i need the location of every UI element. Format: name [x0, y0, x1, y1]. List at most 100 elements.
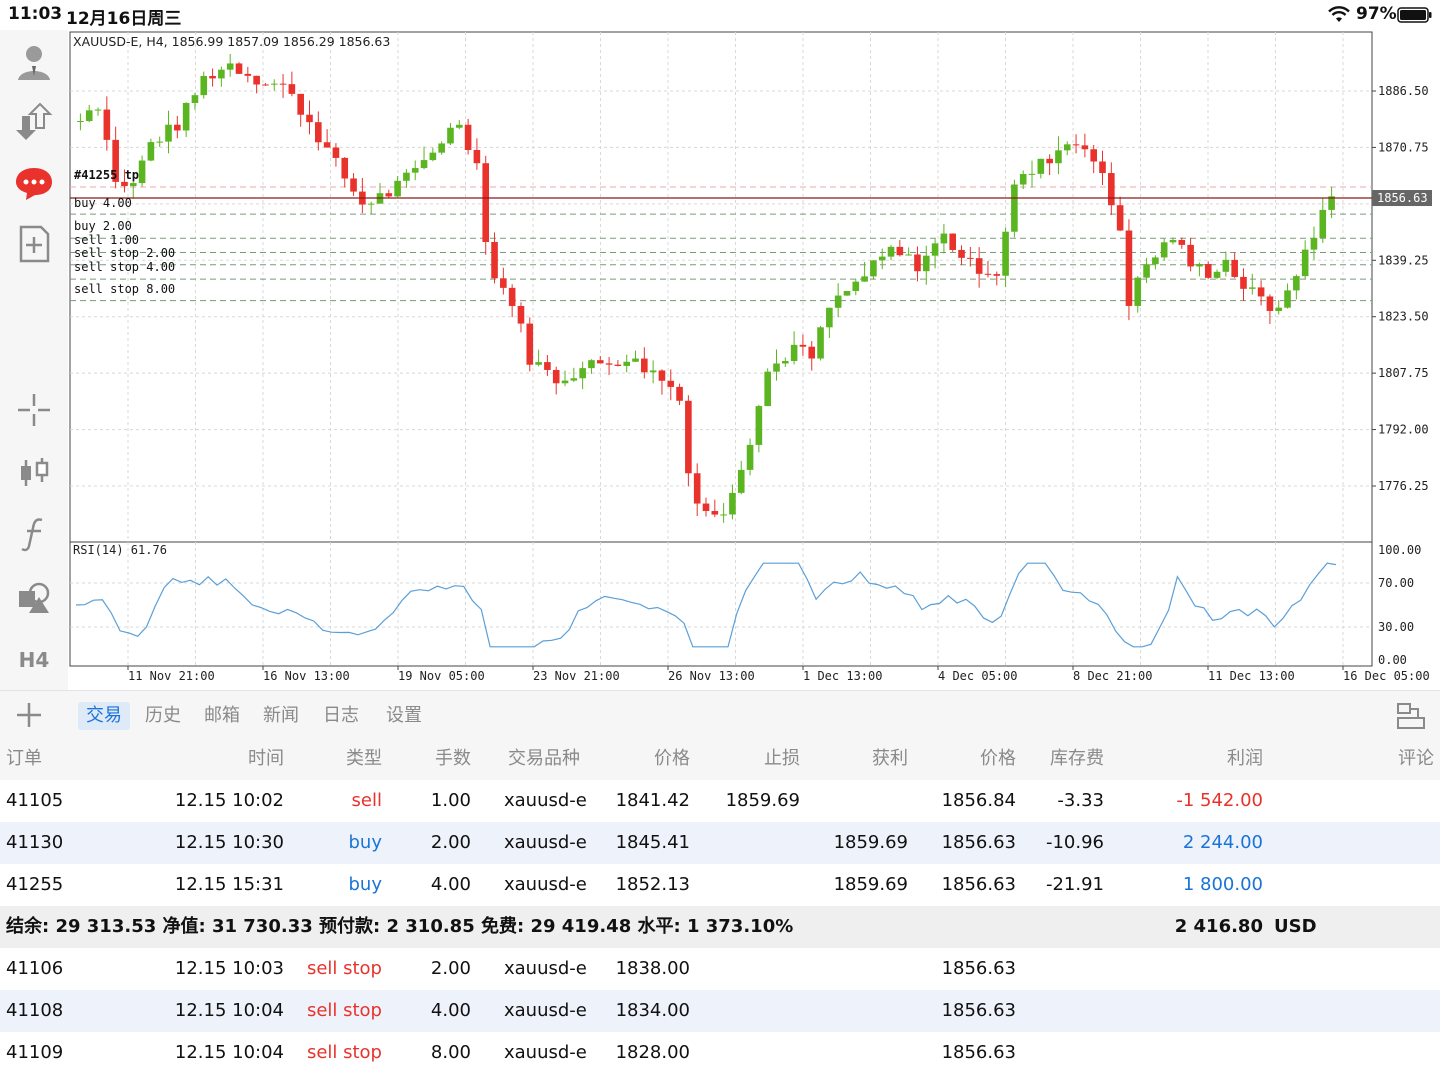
candle-body	[403, 172, 410, 181]
col-lots[interactable]: 手数	[435, 748, 471, 769]
col-comment[interactable]: 评论	[1398, 748, 1434, 769]
candle-body	[685, 400, 692, 474]
chart-canvas[interactable]: 1886.50 1870.75 1839.25 1823.50 1807.75 1792.…	[68, 30, 1440, 690]
candle-body	[808, 346, 816, 359]
candle-body	[438, 143, 445, 153]
col-symbol[interactable]: 交易品种	[508, 748, 580, 769]
current-price-label: 1856.63	[1377, 191, 1428, 205]
candle-body	[1046, 158, 1053, 164]
tab-trade[interactable]: 交易	[78, 702, 130, 730]
order-price: 1834.00	[615, 1000, 690, 1021]
messages-button[interactable]	[10, 158, 58, 206]
position-row[interactable]: 41130 12.15 10:30 buy 2.00 xauusd-e 1845…	[0, 822, 1440, 864]
objects-button[interactable]	[10, 574, 58, 622]
tab-mailbox[interactable]: 邮箱	[204, 705, 240, 726]
col-current-price[interactable]: 价格	[980, 748, 1016, 769]
col-profit[interactable]: 利润	[1227, 748, 1263, 769]
candle-body	[878, 256, 886, 261]
candle-body	[782, 360, 789, 364]
candle-body	[693, 473, 701, 504]
order-tp: 1859.69	[833, 832, 908, 853]
chart-type-button[interactable]	[10, 448, 58, 496]
candle-body	[1319, 209, 1327, 238]
order-current-price: 1856.84	[941, 790, 1016, 811]
candle-body	[1231, 259, 1238, 277]
candle-body	[1248, 287, 1256, 289]
candle-body	[914, 254, 921, 272]
candle-body	[1108, 173, 1115, 206]
candle-body	[1266, 296, 1274, 311]
candle-body	[1081, 145, 1089, 150]
order-type: sell stop	[306, 1042, 382, 1063]
order-symbol: xauusd-e	[504, 958, 587, 979]
candle-body	[588, 360, 595, 369]
col-sl[interactable]: 止损	[764, 748, 800, 769]
candle-body	[764, 371, 771, 407]
date-axis-label: 16 Nov 13:00	[263, 669, 350, 683]
candle-body	[535, 362, 542, 365]
new-order-icon	[19, 225, 50, 263]
transfer-icon	[16, 102, 53, 140]
terminal-tabs: 交易 历史 邮箱 新闻 日志 设置	[0, 690, 1440, 738]
order-price: 1852.13	[615, 874, 690, 895]
candle-body	[411, 168, 419, 173]
order-line-label: buy 2.00	[74, 219, 132, 233]
candle-body	[323, 142, 331, 148]
tab-journal[interactable]: 日志	[323, 705, 359, 726]
col-order[interactable]: 订单	[6, 748, 42, 769]
candle-body	[922, 255, 930, 272]
date: 12月16日周三	[66, 9, 182, 29]
candle-body	[1002, 231, 1009, 276]
order-symbol: xauusd-e	[504, 1042, 587, 1063]
candle-body	[367, 203, 375, 205]
left-toolbar: H4	[0, 30, 68, 690]
rsi-plot-frame	[69, 541, 1373, 667]
indicators-button[interactable]	[10, 510, 58, 558]
col-time[interactable]: 时间	[248, 748, 284, 769]
crosshair-icon	[18, 394, 50, 426]
candle-body	[129, 183, 137, 187]
col-price[interactable]: 价格	[654, 748, 690, 769]
pending-order-row[interactable]: 41106 12.15 10:03 sell stop 2.00 xauusd-…	[0, 948, 1440, 990]
add-icon[interactable]	[14, 700, 44, 730]
new-order-button[interactable]	[10, 220, 58, 268]
pending-order-row[interactable]: 41109 12.15 10:04 sell stop 8.00 xauusd-…	[0, 1032, 1440, 1074]
candle-body	[1099, 161, 1106, 174]
wifi-icon	[1328, 6, 1350, 22]
currency: USD	[1274, 916, 1317, 937]
candle-body	[500, 278, 507, 288]
price-chart[interactable]: 1886.50 1870.75 1839.25 1823.50 1807.75 1792.…	[68, 30, 1440, 690]
candle-body	[306, 114, 313, 123]
trade-button[interactable]	[10, 98, 58, 146]
tab-settings[interactable]: 设置	[386, 705, 422, 726]
candle-body	[1072, 144, 1080, 146]
candle-body	[1152, 257, 1159, 265]
col-tp[interactable]: 获利	[872, 748, 908, 769]
candle-body	[605, 363, 613, 365]
candle-body	[905, 254, 912, 256]
layout-icon[interactable]	[1396, 701, 1426, 731]
col-swap[interactable]: 库存费	[1050, 748, 1104, 769]
col-type[interactable]: 类型	[346, 748, 382, 769]
account-button[interactable]	[10, 38, 58, 86]
tab-news[interactable]: 新闻	[263, 705, 299, 726]
date-axis-label: 1 Dec 13:00	[803, 669, 882, 683]
candle-body	[870, 260, 877, 277]
tab-history[interactable]: 历史	[145, 705, 181, 726]
order-price: 1838.00	[615, 958, 690, 979]
function-icon	[21, 518, 43, 552]
position-row[interactable]: 41255 12.15 15:31 buy 4.00 xauusd-e 1852…	[0, 864, 1440, 906]
timeframe-button[interactable]: H4	[18, 648, 50, 672]
date-axis-label: 19 Nov 05:00	[398, 669, 485, 683]
crosshair-button[interactable]	[10, 386, 58, 434]
position-row[interactable]: 41105 12.15 10:02 sell 1.00 xauusd-e 184…	[0, 780, 1440, 822]
pending-order-row[interactable]: 41108 12.15 10:04 sell stop 4.00 xauusd-…	[0, 990, 1440, 1032]
chart-header: XAUUSD-E, H4, 1856.99 1857.09 1856.29 18…	[73, 34, 390, 49]
candle-body	[1169, 239, 1177, 243]
date-axis-label: 11 Nov 21:00	[128, 669, 215, 683]
order-lots: 2.00	[430, 958, 471, 979]
candle-body	[1028, 173, 1036, 175]
rsi-axis-label: 30.00	[1378, 620, 1414, 634]
candle-body	[852, 281, 860, 291]
price-axis-label: 1823.50	[1378, 310, 1429, 324]
